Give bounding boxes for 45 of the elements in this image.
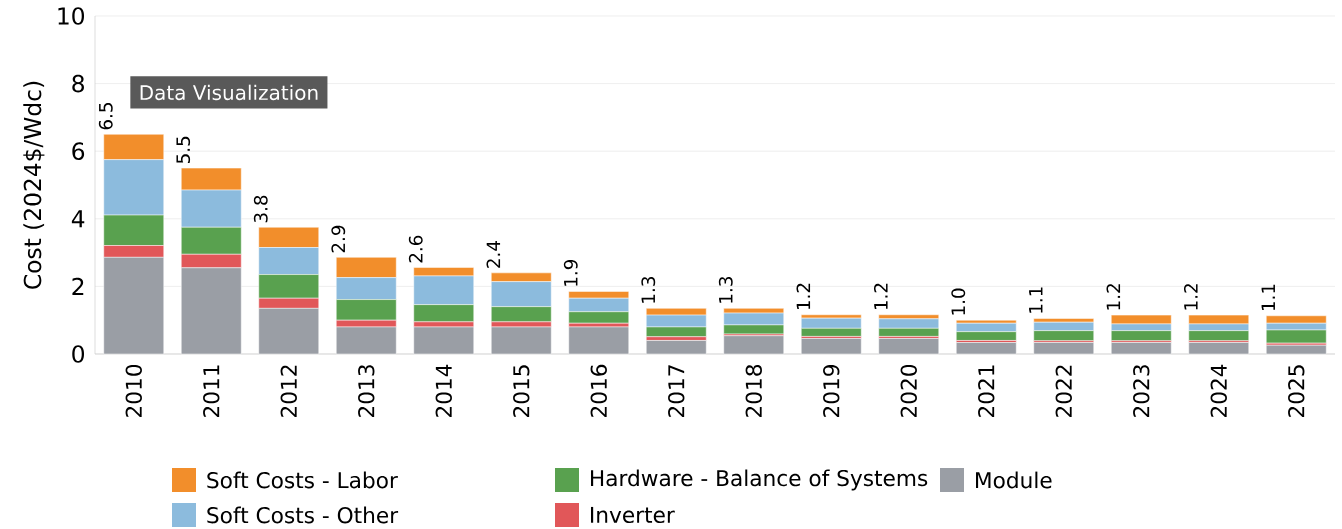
legend-label: Module xyxy=(976,471,1052,489)
total-label: 1.1 xyxy=(1261,284,1275,311)
total-label: 1.0 xyxy=(951,288,966,315)
x-tick-label: 2014 xyxy=(435,364,452,417)
y-tick-label: 0 xyxy=(72,345,85,363)
x-tick-label: 2022 xyxy=(1055,365,1072,417)
total-label: 1.2 xyxy=(796,283,811,310)
legend-label: Inverter xyxy=(591,506,675,524)
annotation: Data Visualization xyxy=(140,84,318,101)
x-tick-label: 2018 xyxy=(745,364,762,417)
total-label: 5.5 xyxy=(176,136,191,164)
total-label: 2.4 xyxy=(486,241,501,268)
x-tick-label: 2025 xyxy=(1288,365,1305,417)
total-label: 3.8 xyxy=(253,195,268,223)
x-tick-label: 2016 xyxy=(590,364,607,417)
y-tick-label: 10 xyxy=(58,7,85,25)
total-label: 6.5 xyxy=(98,103,113,130)
x-tick-label: 2019 xyxy=(823,364,840,417)
x-tick-label: 2017 xyxy=(668,365,685,417)
total-label: 1.2 xyxy=(873,283,888,310)
legend-label: Hardware - Balance of Systems xyxy=(591,469,928,491)
total-label: 1.9 xyxy=(563,259,578,286)
y-axis-title: Cost (2024$/Wdc) xyxy=(23,81,45,289)
total-label: 1.3 xyxy=(641,277,656,303)
total-label: 1.3 xyxy=(718,277,733,303)
legend-label: Soft Costs - Labor xyxy=(207,471,398,489)
x-tick-label: 2021 xyxy=(978,365,995,417)
total-label: 1.2 xyxy=(1106,284,1121,310)
y-tick-label: 8 xyxy=(72,74,84,93)
y-tick-label: 2 xyxy=(72,277,84,296)
x-tick-label: 2023 xyxy=(1133,365,1150,417)
x-tick-label: 2015 xyxy=(513,365,530,417)
legend-label: Soft Costs - Other xyxy=(207,506,399,524)
x-tick-label: 2024 xyxy=(1210,364,1227,417)
x-tick-label: 2020 xyxy=(900,364,917,417)
x-tick-label: 2011 xyxy=(203,365,220,417)
total-label: 1.2 xyxy=(1183,284,1198,310)
total-label: 2.9 xyxy=(331,225,346,253)
y-tick-label: 4 xyxy=(71,210,85,228)
total-label: 2.6 xyxy=(408,235,423,263)
x-tick-label: 2013 xyxy=(358,365,375,417)
y-tick-label: 6 xyxy=(72,142,85,161)
x-tick-label: 2012 xyxy=(280,365,297,417)
total-label: 1.1 xyxy=(1029,287,1043,313)
x-tick-label: 2010 xyxy=(125,364,142,417)
